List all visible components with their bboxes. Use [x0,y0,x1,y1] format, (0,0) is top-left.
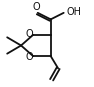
Text: OH: OH [66,7,81,17]
Text: O: O [26,29,33,39]
Text: O: O [26,52,33,62]
Text: O: O [32,2,40,12]
